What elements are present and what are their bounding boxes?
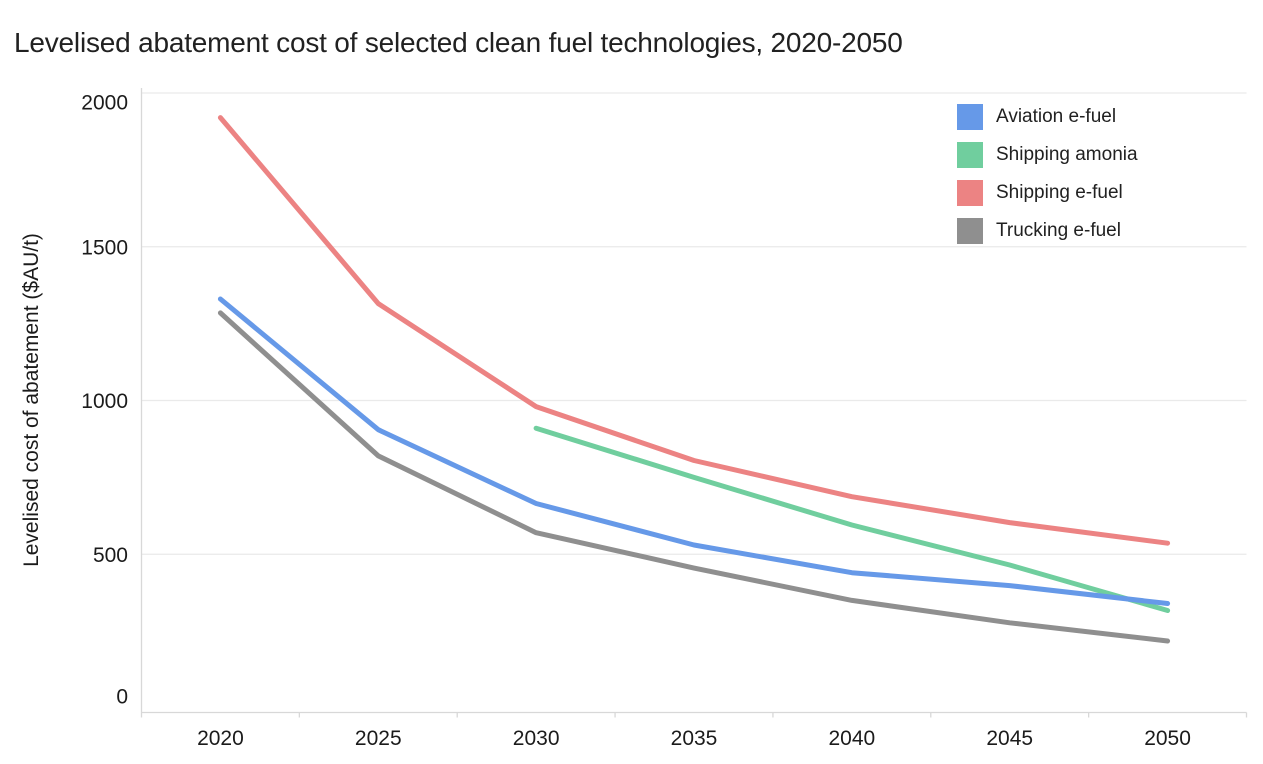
legend-label: Shipping amonia bbox=[996, 144, 1138, 165]
chart-title: Levelised abatement cost of selected cle… bbox=[14, 27, 903, 58]
x-tick-label: 2040 bbox=[828, 727, 875, 750]
series-line-shipping-amonia[interactable] bbox=[533, 425, 1171, 613]
legend-item-shipping-e-fuel[interactable]: Shipping e-fuel bbox=[957, 180, 1138, 206]
series-line-aviation-e-fuel[interactable] bbox=[217, 296, 1171, 606]
x-tick-label: 2025 bbox=[355, 727, 402, 750]
y-tick-label: 2000 bbox=[81, 92, 128, 115]
legend-item-shipping-amonia[interactable]: Shipping amonia bbox=[957, 142, 1138, 168]
y-tick-label: 1000 bbox=[81, 390, 128, 413]
y-tick-label: 0 bbox=[116, 686, 128, 709]
legend-item-aviation-e-fuel[interactable]: Aviation e-fuel bbox=[957, 104, 1138, 130]
x-tick-label: 2020 bbox=[197, 727, 244, 750]
x-tick-label: 2050 bbox=[1144, 727, 1191, 750]
legend-swatch-aviation-e-fuel bbox=[957, 104, 983, 130]
legend-item-trucking-e-fuel[interactable]: Trucking e-fuel bbox=[957, 218, 1138, 244]
legend-label: Shipping e-fuel bbox=[996, 182, 1123, 203]
legend-swatch-shipping-e-fuel bbox=[957, 180, 983, 206]
y-tick-label: 500 bbox=[93, 544, 128, 567]
x-tick-label: 2045 bbox=[986, 727, 1033, 750]
legend-label: Trucking e-fuel bbox=[996, 220, 1121, 241]
legend-swatch-shipping-amonia bbox=[957, 142, 983, 168]
legend-label: Aviation e-fuel bbox=[996, 106, 1117, 127]
legend-swatch-trucking-e-fuel bbox=[957, 218, 983, 244]
y-tick-label: 1500 bbox=[81, 236, 128, 259]
legend: Aviation e-fuel Shipping amonia Shipping e… bbox=[957, 104, 1138, 256]
x-tick-label: 2035 bbox=[671, 727, 718, 750]
series-line-trucking-e-fuel[interactable] bbox=[217, 310, 1171, 644]
series-line-shipping-e-fuel[interactable] bbox=[217, 115, 1171, 546]
x-tick-label: 2030 bbox=[513, 727, 560, 750]
